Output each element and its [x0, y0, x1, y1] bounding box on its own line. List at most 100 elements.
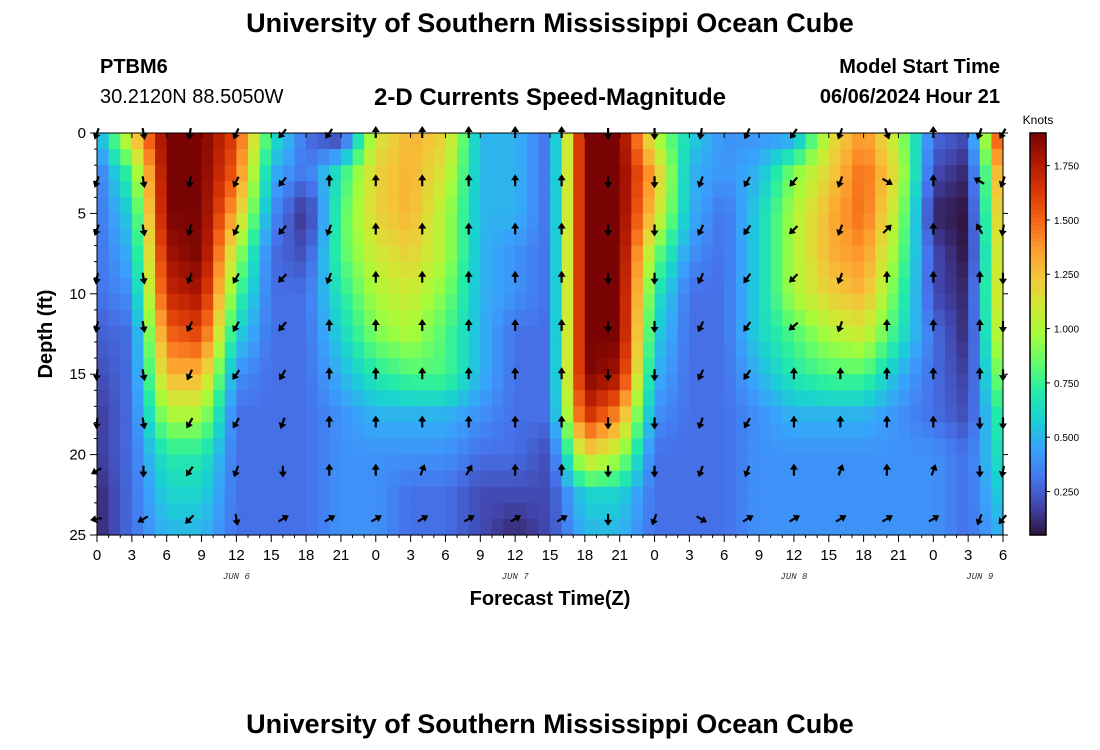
heatmap-cell — [503, 261, 516, 279]
heatmap-cell — [596, 213, 609, 231]
heatmap-cell — [584, 342, 598, 359]
heatmap-cell — [550, 422, 563, 440]
heatmap-cell — [108, 390, 121, 407]
heatmap-cell — [782, 293, 795, 311]
heatmap-cell — [782, 213, 795, 231]
heatmap-cell — [120, 261, 133, 279]
heatmap-cell — [886, 309, 900, 327]
heatmap-cell — [817, 293, 830, 311]
heatmap-cell — [666, 277, 679, 295]
heatmap-cell — [852, 342, 865, 359]
heatmap-cell — [747, 293, 760, 311]
current-arrow — [464, 318, 473, 331]
colorbar-frame — [1029, 132, 1047, 536]
heatmap-cell — [863, 245, 876, 263]
heatmap-cell — [608, 358, 621, 375]
heatmap-cell — [364, 390, 377, 407]
heatmap-cell — [143, 309, 156, 327]
heatmap-cell — [329, 229, 342, 247]
heatmap-cell — [561, 213, 574, 231]
heatmap-cell — [352, 406, 365, 424]
heatmap-cell — [108, 454, 121, 472]
heatmap-cell — [271, 390, 284, 407]
colorbar-segment — [1030, 466, 1046, 472]
heatmap-cell — [828, 342, 841, 359]
heatmap-cell — [735, 502, 749, 520]
heatmap-cell — [422, 245, 435, 263]
heatmap-cell — [619, 181, 632, 198]
heatmap-cell — [259, 406, 272, 424]
current-arrow — [232, 321, 240, 333]
heatmap-cell — [863, 181, 876, 198]
heatmap-cell — [97, 133, 110, 150]
heatmap-cell — [654, 277, 667, 295]
heatmap-cell — [735, 390, 749, 407]
heatmap-cell — [329, 358, 342, 375]
heatmap-cell — [317, 165, 330, 182]
heatmap-cell — [805, 390, 818, 407]
heatmap-cell — [596, 518, 609, 536]
current-arrow — [604, 176, 613, 189]
heatmap-cell — [631, 309, 644, 327]
heatmap-cell — [97, 502, 110, 520]
heatmap-cell — [352, 277, 365, 295]
current-arrow — [836, 176, 844, 188]
heatmap-cell — [584, 245, 598, 263]
heatmap-cell — [189, 197, 203, 214]
heatmap-cell — [352, 261, 365, 279]
heatmap-cell — [910, 229, 923, 247]
current-arrow — [418, 464, 427, 476]
heatmap-cell — [387, 309, 400, 327]
heatmap-cell — [143, 486, 156, 504]
heatmap-cell — [759, 438, 772, 456]
heatmap-cell — [259, 133, 272, 150]
current-arrow — [604, 369, 613, 382]
heatmap-cell — [724, 229, 737, 247]
heatmap-cell — [236, 133, 249, 150]
current-arrow — [277, 514, 289, 523]
heatmap-cell — [701, 149, 714, 166]
current-arrow — [185, 224, 194, 237]
heatmap-cell — [677, 325, 690, 343]
heatmap-cell — [282, 374, 296, 391]
heatmap-cell — [538, 277, 551, 295]
current-arrow — [278, 369, 287, 381]
current-arrow — [650, 369, 659, 382]
heatmap-cell — [445, 390, 458, 407]
colorbar-segment — [1030, 221, 1046, 226]
heatmap-cell — [944, 422, 958, 440]
heatmap-cell — [538, 422, 551, 440]
heatmap-cell — [550, 342, 563, 359]
heatmap-cell — [480, 518, 493, 536]
heatmap-cell — [410, 245, 423, 263]
heatmap-cell — [573, 470, 586, 488]
heatmap-cell — [178, 342, 191, 359]
heatmap-cell — [561, 470, 574, 488]
heatmap-cell — [294, 470, 307, 488]
heatmap-cell — [852, 438, 865, 456]
current-arrow — [371, 222, 380, 235]
heatmap-cell — [259, 342, 272, 359]
heatmap-cell — [189, 229, 203, 247]
heatmap-cell — [526, 422, 539, 440]
heatmap-cell — [445, 133, 458, 150]
colorbar-segment — [1030, 185, 1046, 190]
heatmap-cell — [654, 213, 667, 231]
heatmap-cell — [433, 133, 447, 150]
heatmap-cell — [561, 149, 574, 166]
heatmap-cell — [619, 213, 632, 231]
heatmap-cell — [550, 374, 563, 391]
heatmap-cell — [155, 470, 168, 488]
heatmap-cell — [387, 165, 400, 182]
heatmap-cell — [352, 197, 365, 214]
heatmap-cell — [793, 438, 807, 456]
heatmap-cell — [224, 245, 237, 263]
heatmap-cell — [143, 197, 156, 214]
heatmap-cell — [271, 309, 284, 327]
heatmap-cell — [666, 165, 679, 182]
current-arrow — [418, 126, 427, 138]
heatmap-cell — [457, 229, 470, 247]
heatmap-cell — [933, 277, 946, 295]
heatmap-cell — [503, 390, 516, 407]
heatmap-cell — [271, 470, 284, 488]
